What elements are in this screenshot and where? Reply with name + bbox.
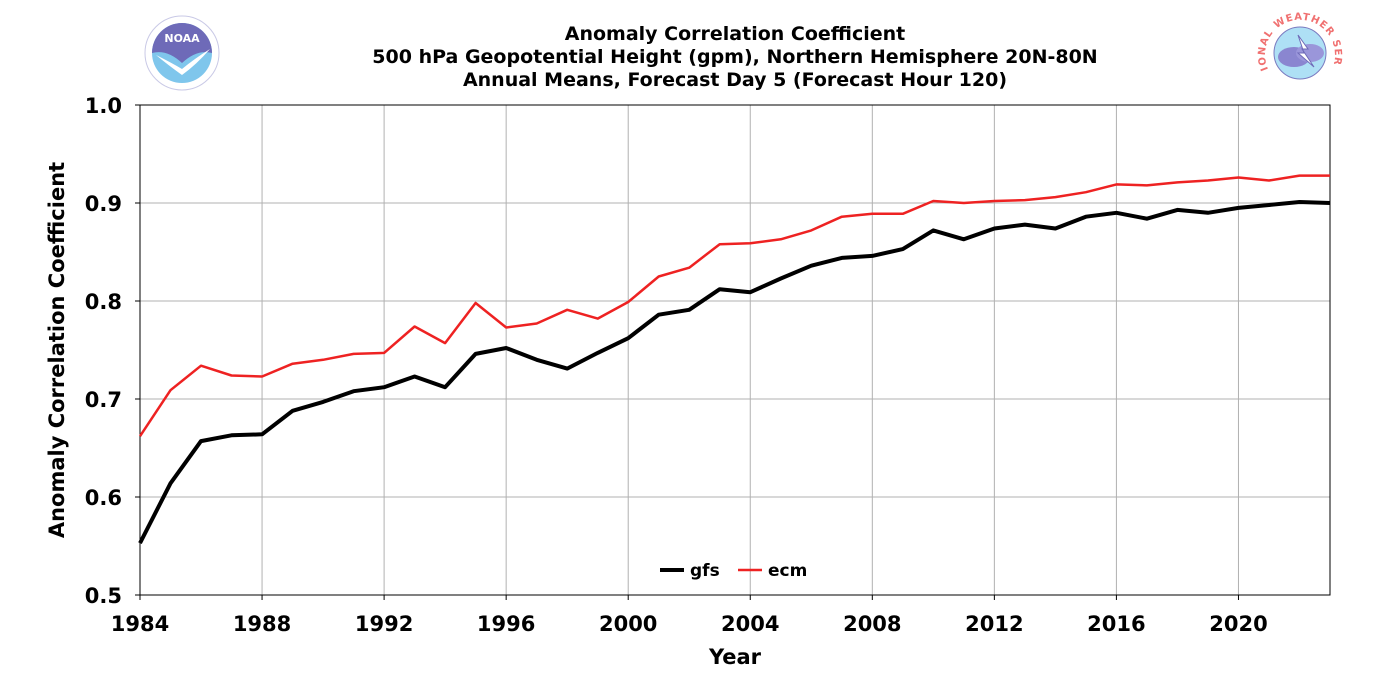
- y-tick-label: 1.0: [85, 94, 122, 118]
- series-lines: [138, 174, 1331, 545]
- x-tick-label: 1984: [111, 612, 169, 636]
- plot-frame: [139, 104, 1331, 596]
- y-tick-label: 0.9: [85, 192, 122, 216]
- y-tick-label: 0.5: [85, 584, 122, 608]
- noaa-logo-text: NOAA: [164, 32, 200, 45]
- x-axis-ticks: 1984 1988 1992 1996 2000 2004 2008 2012 2016 2020: [111, 595, 1268, 636]
- title-line-1: Anomaly Correlation Coefficient: [565, 23, 906, 45]
- x-tick-label: 2020: [1209, 612, 1267, 636]
- x-tick-label: 1992: [355, 612, 413, 636]
- title-line-2: 500 hPa Geopotential Height (gpm), North…: [372, 46, 1097, 68]
- series-line-gfs: [138, 200, 1331, 545]
- chart-title: Anomaly Correlation Coefficient 500 hPa …: [372, 23, 1097, 91]
- x-axis-label: Year: [708, 645, 762, 669]
- y-axis-ticks: 0.5 0.6 0.7 0.8 0.9 1.0: [85, 94, 140, 608]
- grid-lines: [139, 104, 1330, 596]
- x-tick-label: 2012: [965, 612, 1023, 636]
- x-tick-label: 2008: [843, 612, 901, 636]
- legend-label-gfs: gfs: [690, 561, 720, 581]
- nws-logo: NATIONAL WEATHER SERVICE: [1257, 12, 1342, 91]
- x-tick-label: 1996: [477, 612, 535, 636]
- y-tick-label: 0.8: [85, 290, 122, 314]
- title-line-3: Annual Means, Forecast Day 5 (Forecast H…: [463, 69, 1007, 91]
- noaa-logo: NOAA: [144, 15, 220, 91]
- series-line-ecm: [138, 174, 1330, 437]
- y-tick-label: 0.7: [85, 388, 122, 412]
- legend: gfs ecm: [660, 561, 807, 581]
- legend-label-ecm: ecm: [768, 561, 807, 581]
- x-tick-label: 2016: [1087, 612, 1145, 636]
- y-axis-label: Anomaly Correlation Coefficient: [45, 162, 69, 538]
- x-tick-label: 2000: [599, 612, 657, 636]
- x-tick-label: 1988: [233, 612, 291, 636]
- y-tick-label: 0.6: [85, 486, 122, 510]
- x-tick-label: 2004: [721, 612, 779, 636]
